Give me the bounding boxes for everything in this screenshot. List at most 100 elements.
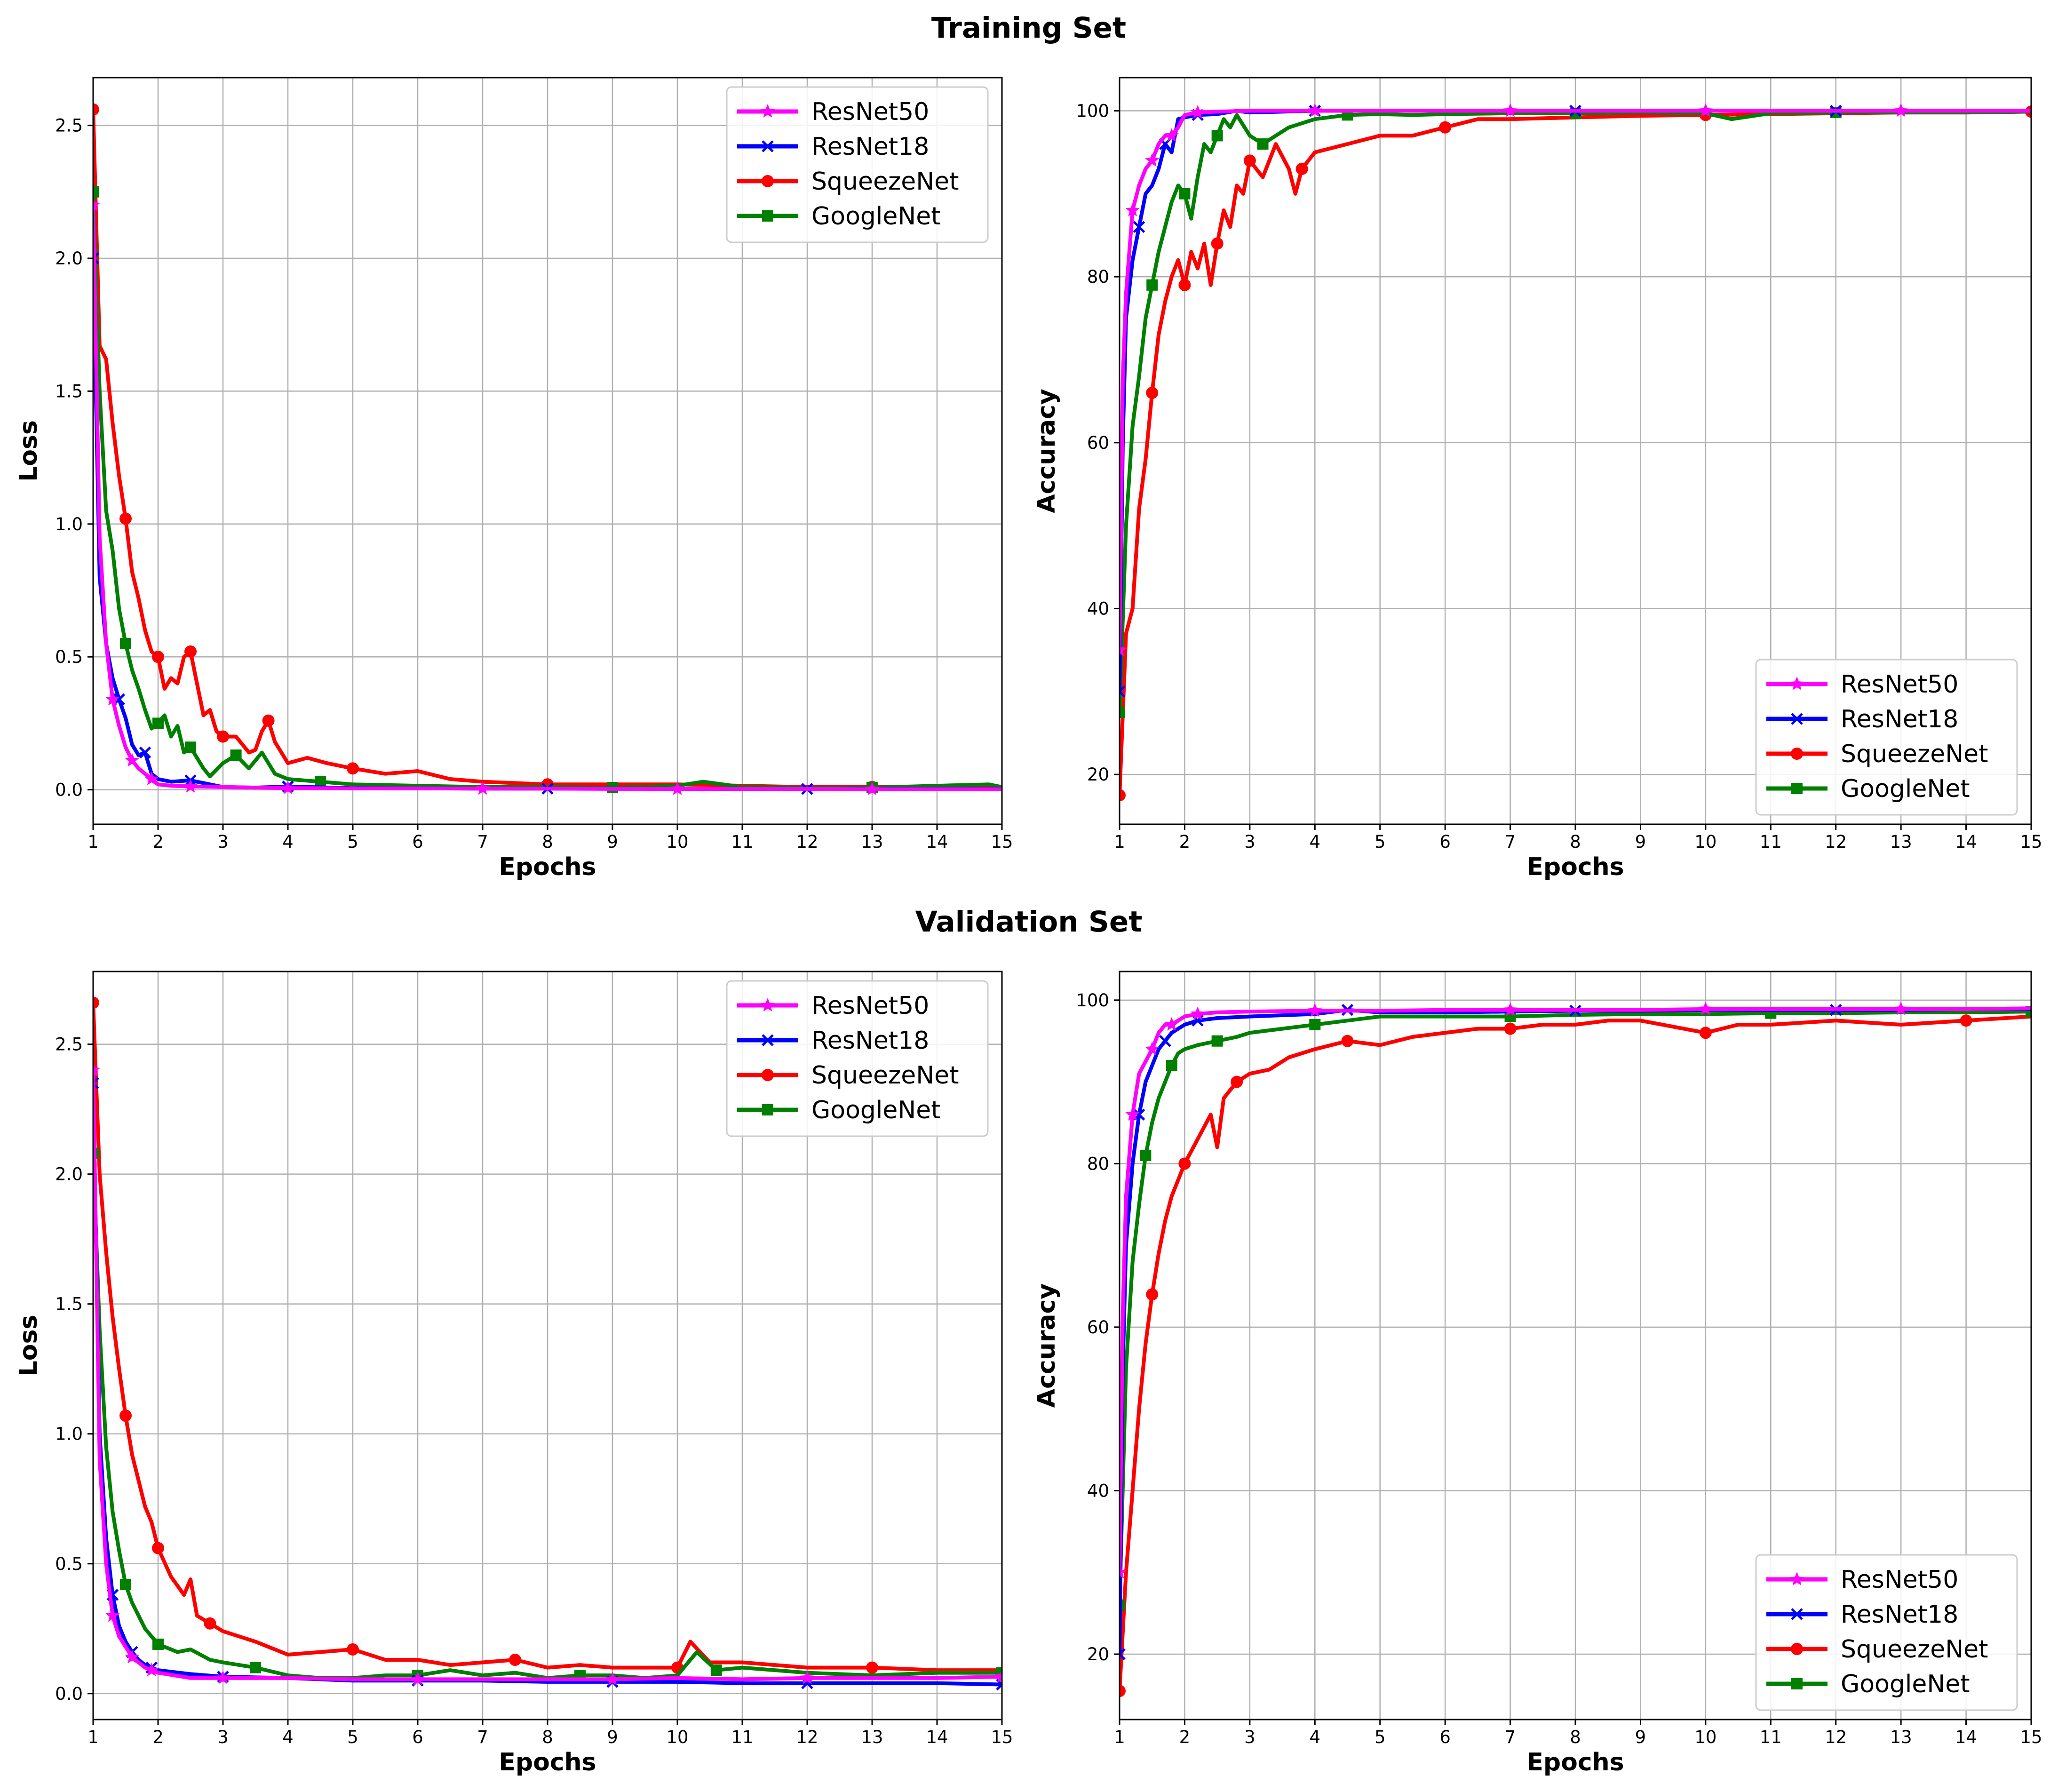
legend: ResNet50 ResNet18 SqueezeNet GoogleNet [726,980,989,1137]
legend-label-squeezenet: SqueezeNet [1841,1635,1988,1664]
x-tick-label: 3 [217,832,229,852]
data-point-resnet18 [93,1077,99,1090]
y-tick-label: 100 [1076,990,1109,1011]
x-tick-label: 9 [607,832,618,852]
plot-area [93,996,1002,1691]
legend-box [726,980,989,1137]
data-point-googlenet [152,1638,164,1650]
y-tick-label: 40 [1087,1481,1109,1501]
x-tick-label: 15 [991,832,1013,852]
y-tick-label: 0.5 [55,1554,83,1574]
x-tick-label: 11 [1760,832,1782,852]
y-tick-label: 1.5 [55,1294,83,1314]
x-tick-label: 10 [1694,1727,1716,1747]
data-point-resnet50 [93,1062,101,1076]
data-point-googlenet [710,1665,722,1676]
data-point-resnet50 [105,1608,120,1622]
y-tick-label: 100 [1076,101,1109,121]
data-point-squeezenet [1439,121,1452,134]
data-point-squeezenet [509,1654,521,1666]
train-accuracy-panel: 1 2 3 4 5 6 7 8 9 10 11 12 13 14 1520406080100EpochsAc… [1033,77,2042,881]
x-axis-label: Epochs [1526,1748,1624,1776]
data-point-resnet50 [144,1663,159,1676]
x-tick-label: 3 [1244,832,1255,852]
legend-label-squeezenet: SqueezeNet [811,1061,959,1090]
series-line-resnet50 [1120,1006,2031,1575]
data-point-squeezenet [1211,237,1224,250]
x-tick-label: 14 [1955,832,1977,852]
x-tick-label: 1 [1114,832,1125,852]
x-tick-label: 11 [731,1727,753,1747]
x-tick-label: 12 [1825,832,1847,852]
data-point-resnet50 [1120,1565,1127,1579]
data-point-squeezenet [1960,1014,1972,1027]
data-point-resnet50 [125,753,139,767]
x-tick-label: 8 [542,832,553,852]
data-point-squeezenet [347,1643,359,1656]
data-point-resnet50 [1503,103,1518,117]
legend-marker-squeezenet [1791,748,1803,760]
data-point-googlenet [152,717,164,729]
data-point-resnet18 [139,746,151,759]
data-point-squeezenet [1243,154,1256,167]
data-point-resnet50 [125,1649,139,1664]
legend-label-resnet50: ResNet50 [1841,670,1958,699]
x-tick-label: 7 [477,832,488,852]
data-point-squeezenet [184,645,197,658]
data-point-squeezenet [93,103,99,116]
data-point-googlenet [1140,1149,1152,1161]
data-point-squeezenet [93,996,99,1009]
legend-box [1755,659,2018,816]
x-tick-label: 14 [926,832,948,852]
legend-label-googlenet: GoogleNet [1841,775,1970,803]
legend-marker-resnet18 [762,1034,774,1046]
data-point-googlenet [1166,1059,1177,1071]
legend: ResNet50 ResNet18 SqueezeNet GoogleNet [726,86,989,243]
y-tick-label: 0.0 [55,1684,83,1704]
data-point-squeezenet [1341,1035,1354,1047]
data-point-squeezenet [347,762,359,775]
data-point-googlenet [120,637,131,649]
y-tick-label: 20 [1087,765,1109,785]
y-tick-label: 0.5 [55,647,83,667]
data-point-resnet50 [1698,103,1713,117]
data-point-resnet50 [1503,1002,1518,1016]
data-point-squeezenet [1231,1075,1243,1088]
data-point-googlenet [120,1578,131,1590]
legend-marker-resnet18 [762,140,774,152]
x-tick-label: 3 [1244,1727,1255,1747]
legend-label-squeezenet: SqueezeNet [1841,740,1988,768]
data-point-resnet18 [93,252,99,264]
data-point-squeezenet [262,714,275,727]
x-tick-label: 7 [477,1727,488,1747]
x-tick-label: 7 [1505,832,1516,852]
y-tick-label: 0.0 [55,780,83,800]
data-point-resnet50 [1308,103,1322,117]
axes-frame [92,77,1003,825]
data-point-resnet50 [144,772,159,785]
y-tick-label: 2.5 [55,1035,83,1055]
legend-marker-googlenet [1791,1678,1803,1689]
data-point-resnet50 [1190,1006,1205,1020]
data-point-googlenet [230,749,242,761]
y-tick-label: 1.0 [55,1424,83,1444]
data-point-resnet50 [1308,1003,1322,1017]
x-tick-label: 15 [2020,832,2042,852]
x-tick-label: 15 [2020,1727,2042,1747]
data-point-squeezenet [1504,1022,1517,1035]
data-point-googlenet [1211,130,1223,142]
legend-box [726,86,989,243]
data-point-squeezenet [1146,387,1159,399]
axes-frame [1119,77,2032,825]
legend-label-googlenet: GoogleNet [811,1096,941,1124]
legend-label-resnet50: ResNet50 [1841,1566,1958,1594]
data-point-resnet50 [410,1672,425,1686]
data-point-resnet50 [1164,1017,1179,1031]
x-tick-label: 15 [991,1727,1013,1747]
train-loss-panel: 1 2 3 4 5 6 7 8 9 10 11 12 13 14 150.00.51.01.52.02.5E… [15,77,1013,881]
data-point-resnet50 [215,1670,230,1684]
data-point-googlenet [250,1662,261,1673]
legend-marker-resnet18 [1791,1608,1803,1620]
data-point-squeezenet [217,730,229,743]
data-point-resnet50 [1698,1001,1713,1015]
